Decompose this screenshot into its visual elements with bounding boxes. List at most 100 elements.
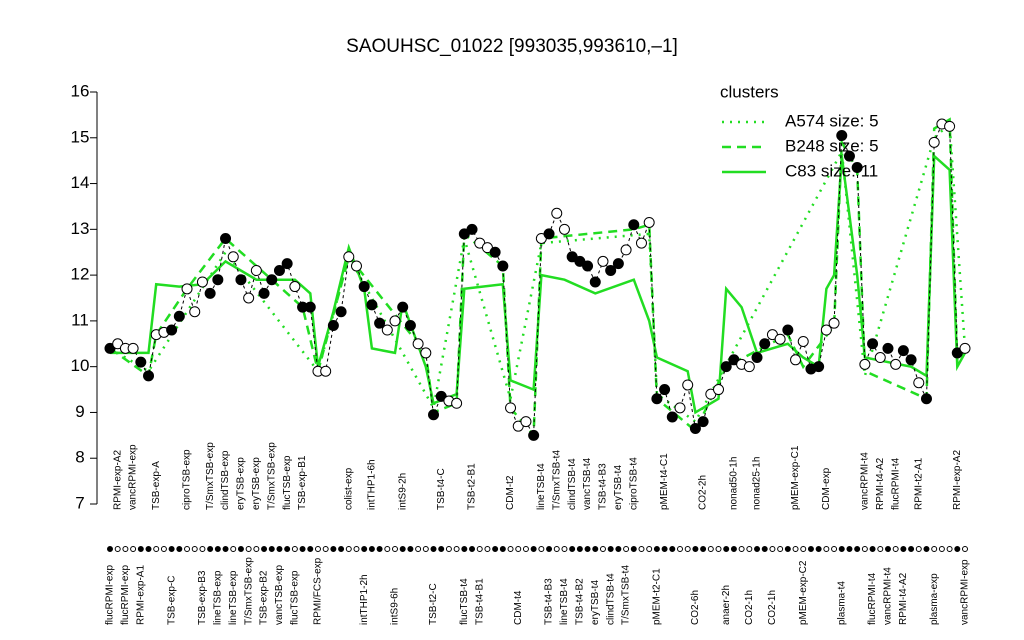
sample-dot — [445, 546, 452, 552]
x-tick-label: eryTSB-exp — [236, 457, 247, 510]
sample-dot — [954, 546, 961, 552]
sample-dot — [962, 546, 968, 552]
sample-dot — [661, 546, 668, 552]
sample-dot — [368, 546, 375, 552]
sample-point — [320, 365, 332, 377]
sample-point — [635, 237, 647, 249]
sample-point — [289, 281, 301, 293]
x-tick-label: vancRPMI-t4 — [883, 567, 894, 625]
sample-point — [243, 292, 255, 304]
x-tick-label: TSB-exp-B2 — [259, 570, 270, 625]
sample-point — [189, 306, 201, 318]
sample-dot — [207, 546, 214, 552]
sample-point — [166, 324, 178, 336]
legend-label: A574 size: 5 — [785, 111, 879, 130]
sample-dot — [831, 546, 838, 552]
sample-point — [520, 416, 532, 428]
sample-dot — [438, 546, 445, 552]
sample-point — [751, 352, 763, 364]
sample-dot — [484, 546, 491, 552]
sample-dot — [576, 546, 583, 552]
sample-point — [528, 429, 540, 441]
y-tick-label: 10 — [71, 356, 90, 375]
sample-point — [666, 411, 678, 423]
sample-dot — [291, 546, 298, 552]
x-tick-label: lineTSB-exp — [228, 570, 239, 625]
x-tick-label: intS9-6h — [390, 588, 401, 625]
sample-dot — [569, 546, 576, 552]
sample-point — [944, 120, 956, 132]
sample-dot — [353, 546, 360, 552]
sample-line — [109, 123, 966, 438]
sample-point — [273, 265, 285, 277]
x-tick-label: T/SmxTSB-t4 — [551, 450, 562, 510]
sample-dot — [777, 546, 784, 552]
x-tick-label: T/SmxTSB-exp — [205, 442, 216, 510]
legend-label: C83 size: 11 — [785, 161, 878, 180]
x-tick-label: pMEM-t2-C1 — [652, 568, 663, 625]
sample-point — [743, 361, 755, 373]
sample-dot — [137, 546, 144, 552]
sample-point — [782, 324, 794, 336]
x-tick-label: pMEM-exp-C1 — [790, 445, 801, 510]
sample-point — [366, 299, 378, 311]
sample-dot — [630, 546, 637, 552]
sample-dot — [884, 546, 891, 552]
sample-point — [959, 342, 971, 354]
sample-point — [843, 150, 855, 162]
sample-point — [335, 306, 347, 318]
sample-dot — [430, 546, 437, 552]
sample-dot — [145, 546, 152, 552]
sample-point — [851, 162, 863, 174]
sample-dot — [715, 546, 722, 552]
x-tick-label: clindTSB-t4 — [567, 458, 578, 510]
sample-dot — [284, 546, 291, 552]
sample-dot — [638, 546, 645, 552]
sample-dot — [923, 546, 930, 552]
sample-dot — [476, 546, 483, 552]
sample-point — [428, 409, 440, 421]
sample-point — [543, 228, 555, 240]
sample-dot — [314, 546, 321, 552]
x-tick-label: CO2-1h — [744, 590, 755, 625]
sample-dot — [199, 546, 206, 552]
x-tick-label: ciproTSB-exp — [182, 449, 193, 510]
sample-dot — [261, 546, 268, 552]
sample-dot — [253, 546, 260, 552]
x-tick-label: TSB-t4-C — [436, 468, 447, 510]
x-tick-label: CO2-2h — [698, 475, 709, 510]
sample-dot — [307, 546, 314, 552]
x-tick-label: TSB-t4-B3 — [598, 463, 609, 510]
x-tick-label: vancRPMI-t4 — [860, 452, 871, 510]
sample-dot — [338, 546, 345, 552]
sample-dot — [122, 546, 129, 552]
sample-point — [397, 301, 409, 313]
sample-dot — [230, 546, 237, 552]
sample-dot — [330, 546, 337, 552]
sample-dot — [584, 546, 591, 552]
sample-dot — [784, 546, 791, 552]
sample-dot — [769, 546, 776, 552]
sample-dot — [946, 546, 953, 552]
x-tick-label: pMEM-t4-C1 — [659, 453, 670, 510]
x-tick-label: TSB-t4-B1 — [474, 578, 485, 625]
sample-dot — [546, 546, 553, 552]
x-tick-label: CO2-1h — [767, 590, 778, 625]
sample-point — [659, 384, 671, 396]
sample-point — [343, 251, 355, 263]
sample-dot — [615, 546, 622, 552]
sample-dot — [838, 546, 845, 552]
sample-point — [451, 397, 463, 409]
sample-point — [589, 276, 601, 288]
sample-point — [620, 244, 632, 256]
sample-dot — [422, 546, 429, 552]
sample-point — [689, 422, 701, 434]
x-tick-label: flucTSB-exp — [282, 455, 293, 510]
y-tick-label: 7 — [75, 493, 84, 512]
x-tick-label: TSB-exp-A — [151, 461, 162, 510]
y-tick-label: 16 — [71, 81, 90, 100]
sample-point — [651, 393, 663, 405]
sample-dot — [384, 546, 391, 552]
sample-dot — [237, 546, 244, 552]
